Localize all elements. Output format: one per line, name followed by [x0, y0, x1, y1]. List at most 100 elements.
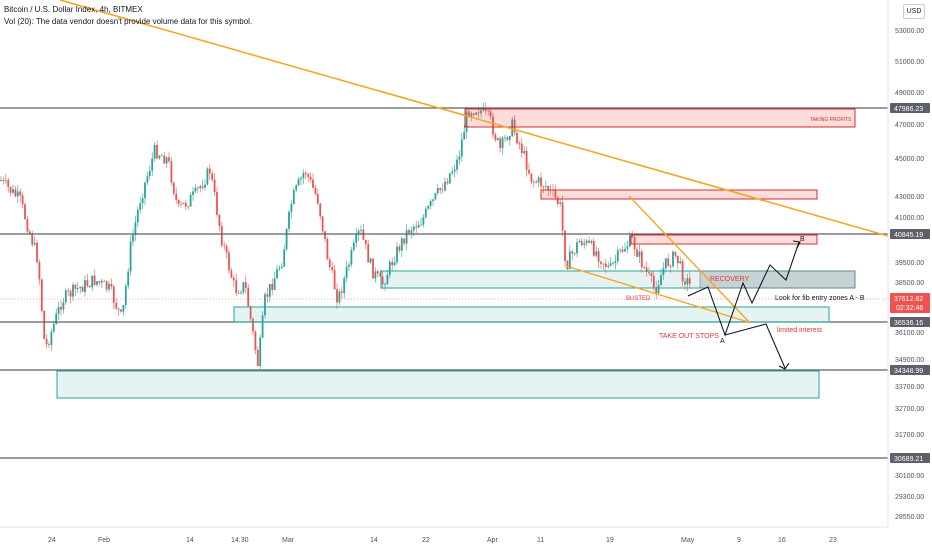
candle-body	[516, 132, 518, 144]
candle-body	[309, 176, 312, 180]
price-tick: 38500.00	[895, 280, 924, 287]
candle-body	[283, 249, 286, 267]
candle-body	[396, 246, 398, 263]
time-label: 11	[537, 537, 544, 544]
candle-body	[112, 286, 115, 303]
candle-body	[631, 235, 634, 238]
candle-body	[220, 226, 223, 246]
candle-body	[571, 251, 574, 254]
price-tick: 31700.00	[895, 432, 924, 439]
candle-body	[4, 179, 7, 181]
candle-body	[100, 280, 103, 283]
candle-body	[592, 240, 595, 256]
candle-body	[158, 155, 161, 159]
candle-body	[168, 157, 170, 162]
candle-body	[568, 251, 571, 270]
candle-body	[180, 203, 182, 205]
current-price-text: 37612.82	[894, 296, 923, 303]
candle-body	[583, 243, 586, 245]
support-zone-34000	[56, 370, 820, 399]
symbol-title[interactable]: Bitcoin / U.S. Dollar Index, 4h, BITMEX	[4, 5, 143, 14]
time-axis[interactable]: 24 Feb 14 14:30 Mar 14 22 Apr 11 19 May …	[0, 526, 888, 544]
candle-body	[16, 191, 19, 197]
candle-body	[424, 208, 427, 218]
candle-body	[525, 150, 528, 170]
candle-body	[429, 201, 432, 207]
price-tick: 45000.00	[895, 156, 924, 163]
candle-body	[381, 276, 384, 285]
candle-body	[2, 179, 5, 181]
candles-layer	[0, 102, 691, 370]
candle-body	[96, 281, 98, 285]
candle-body	[508, 136, 511, 140]
time-label: May	[681, 537, 695, 544]
candle-body	[465, 111, 468, 132]
projected-down-path	[724, 323, 786, 369]
candle-body	[612, 262, 614, 264]
candle-body	[405, 230, 408, 244]
candle-body	[636, 249, 638, 257]
countdown-text: 02:32:46	[896, 305, 923, 312]
candle-body	[420, 224, 422, 226]
candle-body	[638, 251, 641, 257]
price-tick: 33700.00	[895, 384, 924, 391]
candle-body	[422, 217, 425, 225]
candle-body	[496, 138, 499, 140]
wedge-upper-line	[628, 195, 751, 324]
candle-body	[523, 150, 526, 154]
candle-body	[86, 280, 89, 287]
busted-label: BUSTED	[626, 296, 651, 302]
candle-body	[345, 266, 348, 279]
candle-body	[60, 306, 62, 310]
candle-body	[103, 280, 106, 282]
candle-body	[9, 186, 12, 193]
candle-body	[357, 230, 360, 235]
candle-body	[127, 271, 130, 286]
candle-body	[499, 138, 502, 149]
candle-body	[686, 278, 689, 285]
candle-body	[211, 173, 214, 180]
candle-body	[252, 318, 254, 332]
candle-body	[434, 193, 437, 200]
candle-body	[614, 261, 617, 263]
currency-button[interactable]: USD	[903, 4, 925, 19]
candle-body	[172, 182, 175, 194]
recovery-label: RECOVERY	[710, 276, 749, 283]
candle-body	[643, 267, 646, 268]
candle-body	[657, 285, 660, 294]
time-label: 9	[737, 537, 741, 544]
candle-body	[230, 270, 233, 278]
candle-body	[472, 113, 475, 115]
candle-body	[640, 251, 643, 268]
candle-body	[633, 237, 636, 250]
candle-body	[364, 239, 367, 245]
price-scale[interactable]: 53000.00 51000.00 49000.00 47000.00 4500…	[887, 0, 930, 527]
candle-body	[676, 255, 679, 264]
candle-body	[271, 284, 274, 290]
candle-body	[588, 240, 590, 243]
candle-body	[412, 226, 415, 231]
price-tick: 39500.00	[895, 260, 924, 267]
candle-body	[69, 291, 72, 297]
candle-body	[19, 191, 22, 196]
candle-body	[468, 111, 470, 117]
price-tick: 30100.00	[895, 473, 924, 480]
candle-body	[360, 229, 362, 231]
candle-body	[578, 240, 581, 243]
candle-body	[672, 251, 674, 267]
time-label: Mar	[282, 537, 295, 544]
candle-body	[153, 145, 156, 159]
candle-body	[81, 286, 84, 292]
time-label: 22	[422, 537, 430, 544]
candle-body	[290, 204, 293, 212]
limited-interest-label: limited interest	[777, 327, 822, 334]
candle-body	[388, 261, 391, 275]
candle-body	[456, 159, 458, 170]
candle-body	[213, 179, 216, 193]
candle-body	[88, 286, 91, 288]
candle-body	[544, 186, 547, 188]
candle-body	[288, 211, 290, 229]
candle-body	[535, 181, 538, 183]
